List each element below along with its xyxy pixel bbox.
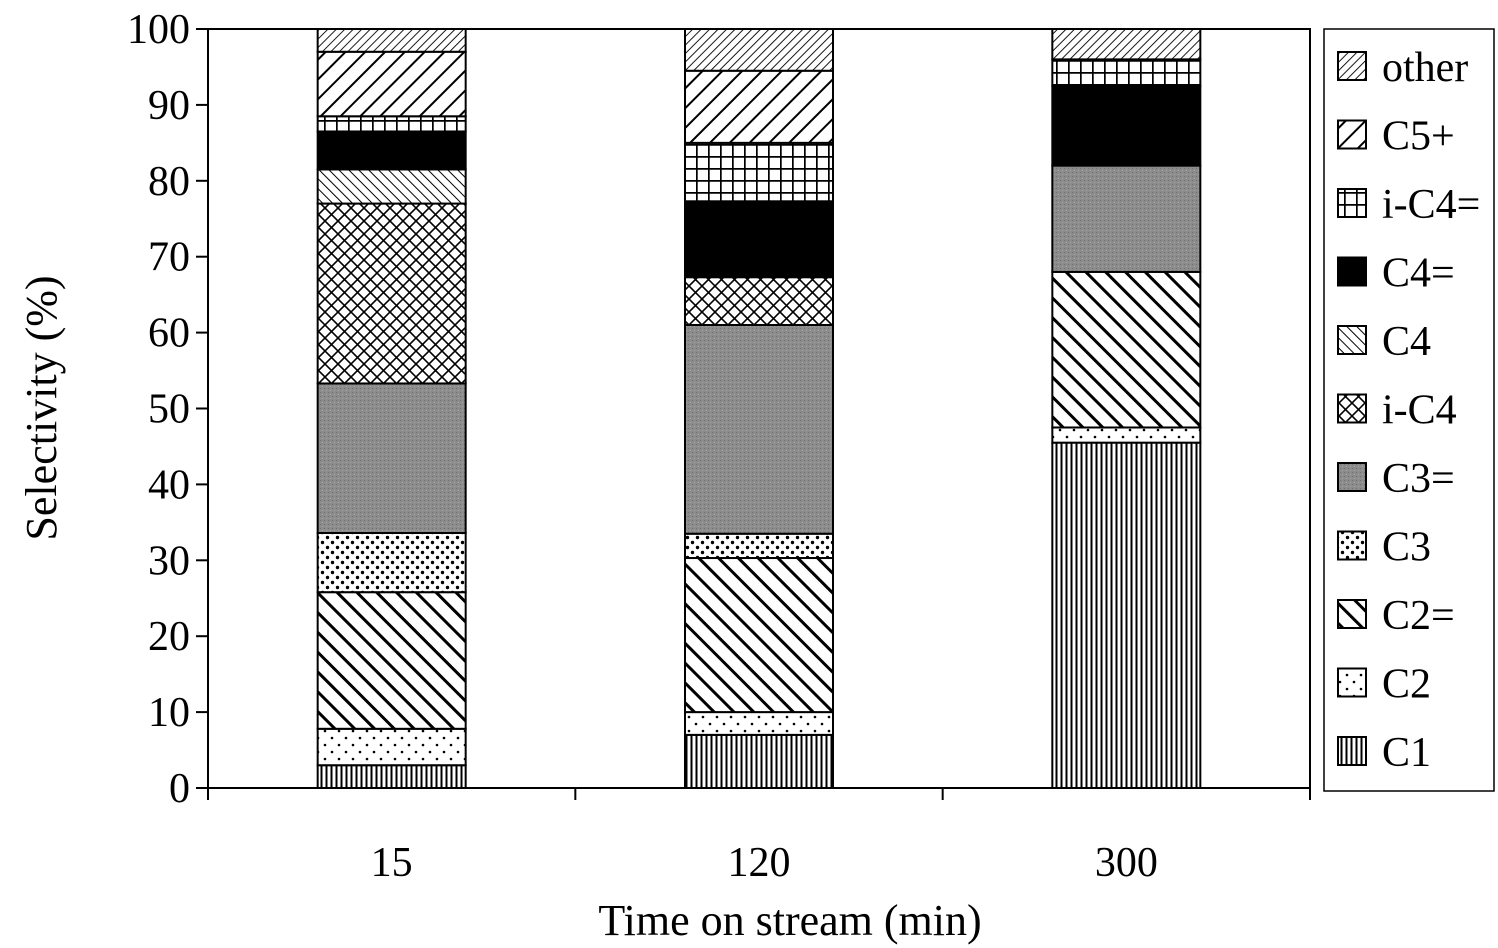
bar-segment-c1 [316,764,467,789]
legend-label: C4 [1382,319,1431,365]
x-axis: 15 120 300 [207,788,1311,886]
bar-stack [684,28,834,789]
legend-item: i-C4 [1337,388,1457,434]
legend-label: C2= [1382,593,1455,639]
y-tick-label: 80 [148,159,190,205]
bar-segment-c1 [1051,441,1202,789]
bar-segment-i-c4 [316,202,467,385]
bar-segment-i-c4- [1051,58,1202,87]
legend-swatch [1337,325,1367,355]
bar-segment-c3 [316,531,467,594]
legend-label: i-C4= [1382,182,1480,228]
legend-swatch [1337,119,1367,150]
legend-swatch [1337,462,1367,492]
y-axis: 0 10 20 30 40 50 60 70 80 90 100 [127,7,208,812]
legend-items: other C5+ i-C4= C4= C4 i-C4 C3= C3 C2= C2 C1 [1337,45,1480,776]
x-tick-label: 15 [371,840,413,886]
legend-label: i-C4 [1382,388,1457,434]
legend-swatch [1337,599,1367,629]
y-tick-label: 60 [148,311,190,357]
legend-item: C1 [1337,730,1431,776]
bar-segment-c5- [316,50,467,118]
y-tick-label: 20 [148,614,190,660]
bar-segment-c3 [684,532,834,560]
y-tick-label: 70 [148,235,190,281]
bar-segment-c4- [1051,84,1202,167]
legend-item: C3= [1337,456,1455,502]
bar-segment-c5- [684,69,834,144]
bar-segment-i-c4- [684,141,834,203]
bar-segment-c3- [316,382,467,534]
y-axis-title: Selectivity (%) [17,275,66,540]
x-tick-label: 300 [1095,840,1158,886]
bar-segment-c4 [316,168,467,205]
bar-segment-other [1051,28,1202,61]
bar-segment-other [316,28,467,53]
bar-segment-c4- [684,200,834,279]
y-tick-label: 30 [148,538,190,584]
legend-label: C1 [1382,730,1431,776]
x-tick-label: 120 [728,840,791,886]
y-tick-label: 40 [148,462,190,508]
plot-area: 0 10 20 30 40 50 60 70 80 90 100 15 120 300 [127,7,1311,886]
bar-segment-c2- [1051,270,1202,429]
x-axis-title: Time on stream (min) [598,896,981,945]
legend-label: C3= [1382,456,1455,502]
bar-segment-other [684,28,834,72]
legend-label: C4= [1382,251,1455,297]
legend-item: C4= [1337,251,1455,297]
legend-item: C2 [1337,662,1431,708]
legend-label: C2 [1382,662,1431,708]
legend-label: other [1382,45,1468,91]
bar-stack [316,28,467,789]
legend-swatch [1337,51,1367,81]
bar-stack [1051,28,1202,789]
y-tick-label: 50 [148,387,190,433]
bar-segment-i-c4- [316,115,467,133]
legend-label: C5+ [1382,114,1455,160]
bars [316,28,1202,789]
bar-segment-c3- [684,324,834,535]
bar-segment-c2 [684,711,834,736]
legend-swatch [1337,256,1367,287]
legend-item: C5+ [1337,114,1455,160]
bar-segment-c2 [316,727,467,767]
bar-segment-i-c4 [684,276,834,327]
legend-item: C4 [1337,319,1431,365]
legend: other C5+ i-C4= C4= C4 i-C4 C3= C3 C2= C2 C1 [1323,28,1495,792]
bar-segment-c1 [684,733,834,789]
y-tick-label: 10 [148,690,190,736]
legend-item: i-C4= [1337,182,1480,228]
y-tick-label: 100 [127,7,190,53]
legend-swatch [1337,667,1367,698]
y-tick-label: 0 [169,766,190,812]
legend-swatch [1337,530,1367,561]
legend-swatch [1337,393,1367,424]
legend-item: other [1337,45,1468,91]
bar-segment-c4- [316,130,467,171]
legend-item: C3 [1337,525,1431,571]
bar-segment-c2- [316,591,467,730]
bar-segment-c3- [1051,164,1202,273]
y-tick-label: 90 [148,83,190,129]
legend-swatch [1337,736,1367,766]
legend-item: C2= [1337,593,1455,639]
bar-segment-c2 [1051,426,1202,444]
bar-segment-c2- [684,557,834,714]
legend-swatch [1337,188,1367,218]
legend-label: C3 [1382,525,1431,571]
